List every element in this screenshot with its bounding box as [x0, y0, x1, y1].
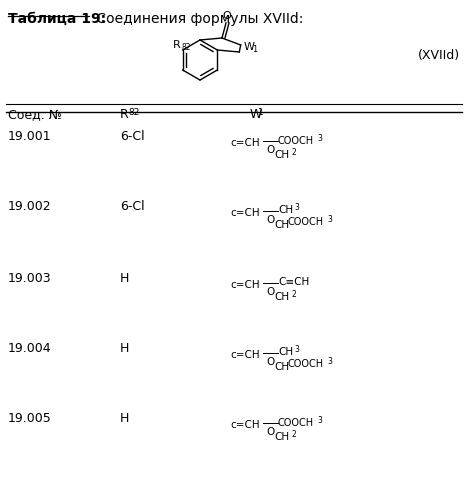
Text: c=CH: c=CH — [230, 208, 260, 218]
Text: 19.001: 19.001 — [8, 130, 52, 143]
Text: R: R — [120, 108, 129, 121]
Text: 3: 3 — [317, 416, 322, 425]
Text: 3: 3 — [294, 345, 299, 354]
Text: H: H — [120, 342, 129, 355]
Text: c=CH: c=CH — [230, 420, 260, 430]
Text: O: O — [266, 427, 274, 437]
Text: O: O — [266, 287, 274, 297]
Text: Соединения формулы XVIId:: Соединения формулы XVIId: — [92, 12, 304, 26]
Text: COOCH: COOCH — [278, 418, 314, 428]
Text: CH: CH — [274, 362, 289, 372]
Text: H: H — [120, 412, 129, 425]
Text: O: O — [266, 215, 274, 225]
Text: (XVIId): (XVIId) — [418, 48, 460, 62]
Text: CH: CH — [274, 292, 289, 302]
Text: C≡CH: C≡CH — [278, 277, 309, 287]
Text: 6-Cl: 6-Cl — [120, 130, 144, 143]
Text: 2: 2 — [291, 148, 296, 157]
Text: Соед. №: Соед. № — [8, 108, 62, 121]
Text: CH: CH — [274, 220, 289, 230]
Text: c=CH: c=CH — [230, 350, 260, 360]
Text: O: O — [223, 11, 231, 21]
Text: 1: 1 — [252, 46, 257, 54]
Text: H: H — [120, 272, 129, 285]
Text: 1: 1 — [258, 108, 264, 117]
Text: 6-Cl: 6-Cl — [120, 200, 144, 213]
Text: R: R — [173, 40, 180, 50]
Text: 3: 3 — [317, 134, 322, 143]
Text: COOCH: COOCH — [278, 136, 314, 146]
Text: c=CH: c=CH — [230, 138, 260, 148]
Text: W: W — [244, 42, 255, 52]
Text: 82: 82 — [128, 108, 139, 117]
Text: c=CH: c=CH — [230, 280, 260, 290]
Text: O: O — [266, 145, 274, 155]
Text: CH: CH — [278, 347, 293, 357]
Text: 3: 3 — [327, 215, 332, 224]
Text: 19.004: 19.004 — [8, 342, 52, 355]
Text: O: O — [266, 357, 274, 367]
Text: Таблица 19:: Таблица 19: — [8, 12, 106, 26]
Text: 19.005: 19.005 — [8, 412, 52, 425]
Text: 19.002: 19.002 — [8, 200, 52, 213]
Text: CH: CH — [278, 205, 293, 215]
Text: 19.003: 19.003 — [8, 272, 52, 285]
Text: CH: CH — [274, 150, 289, 160]
Text: W: W — [250, 108, 262, 121]
Text: 2: 2 — [291, 290, 296, 299]
Text: CH: CH — [274, 432, 289, 442]
Text: COOCH: COOCH — [288, 217, 324, 227]
Text: 3: 3 — [327, 357, 332, 366]
Text: COOCH: COOCH — [288, 359, 324, 369]
Text: 3: 3 — [294, 203, 299, 212]
Text: 2: 2 — [291, 430, 296, 439]
Text: 82: 82 — [181, 44, 191, 52]
